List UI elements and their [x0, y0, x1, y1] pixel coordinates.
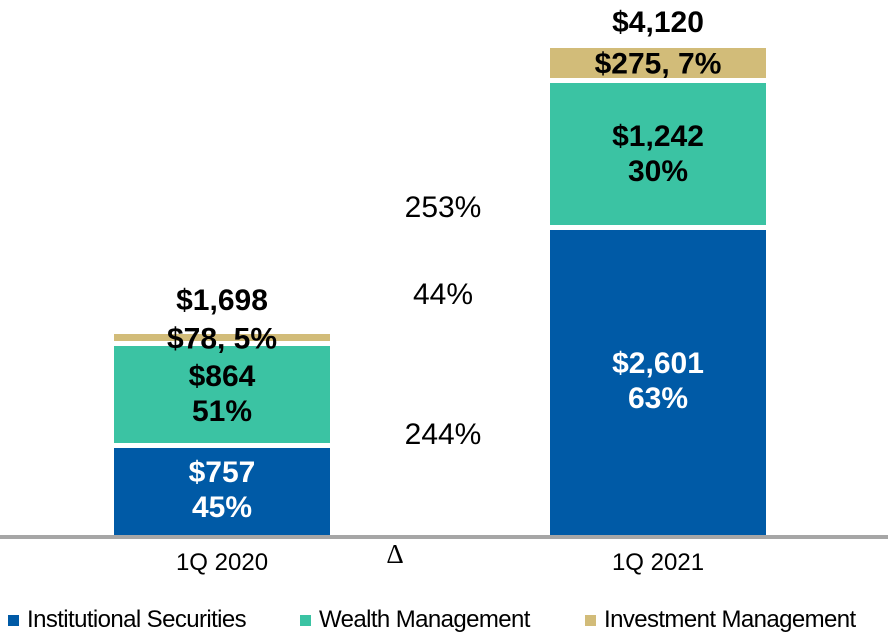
delta-value-label: 253%	[404, 191, 482, 224]
x-axis-line	[0, 535, 888, 539]
legend-swatch-wealth-management	[300, 614, 311, 626]
bar-segment-investment-management	[550, 47, 766, 81]
segment-value-label: $1,242 30%	[612, 119, 704, 189]
delta-value-label: 244%	[404, 418, 482, 451]
segment-value-line: $2,601	[612, 347, 704, 381]
legend-item-wealth-management: Wealth Management	[300, 606, 530, 634]
legend-swatch-institutional-securities	[8, 614, 19, 626]
segment-separator	[550, 224, 766, 230]
bar-total-label: $4,120	[612, 6, 704, 39]
legend-label: Investment Management	[604, 606, 856, 633]
legend-item-institutional-securities: Institutional Securities	[8, 606, 247, 634]
segment-value-line: $78, 5%	[166, 322, 278, 356]
segment-value-line: $864	[188, 360, 256, 394]
segment-value-line: 45%	[191, 491, 253, 525]
x-axis-label-1q2021: 1Q 2021	[611, 549, 705, 576]
legend-item-investment-management: Investment Management	[585, 606, 856, 634]
segment-value-label: $78, 5%	[167, 321, 277, 356]
bar-segment-institutional-securities	[114, 445, 330, 535]
segment-value-label: $275, 7%	[595, 47, 722, 82]
segment-value-line: $275, 7%	[594, 47, 722, 81]
segment-value-line: 51%	[191, 395, 253, 429]
legend-label: Institutional Securities	[27, 606, 247, 633]
segment-value-label: $2,601 63%	[612, 346, 704, 416]
bar-segment-institutional-securities	[550, 227, 766, 535]
segment-value-line: 63%	[627, 382, 689, 416]
delta-value-label: 44%	[412, 278, 474, 311]
bar-segment-wealth-management	[114, 343, 330, 446]
bar-segment-wealth-management	[550, 80, 766, 228]
segment-value-line: $1,242	[612, 119, 704, 153]
x-axis-label-1q2020: 1Q 2020	[175, 549, 269, 576]
legend-swatch-investment-management	[585, 614, 596, 626]
delta-symbol: Δ	[386, 539, 404, 569]
segment-separator	[114, 442, 330, 448]
bar-segment-investment-management	[114, 334, 330, 344]
segment-value-line: 30%	[627, 154, 689, 188]
segment-separator	[550, 77, 766, 83]
legend-label: Wealth Management	[319, 606, 530, 633]
segment-value-label: $864 51%	[189, 359, 256, 429]
segment-separator	[114, 340, 330, 346]
bar-total-label: $1,698	[176, 284, 268, 317]
segment-value-line: $757	[188, 456, 256, 490]
segment-value-label: $757 45%	[189, 455, 256, 525]
